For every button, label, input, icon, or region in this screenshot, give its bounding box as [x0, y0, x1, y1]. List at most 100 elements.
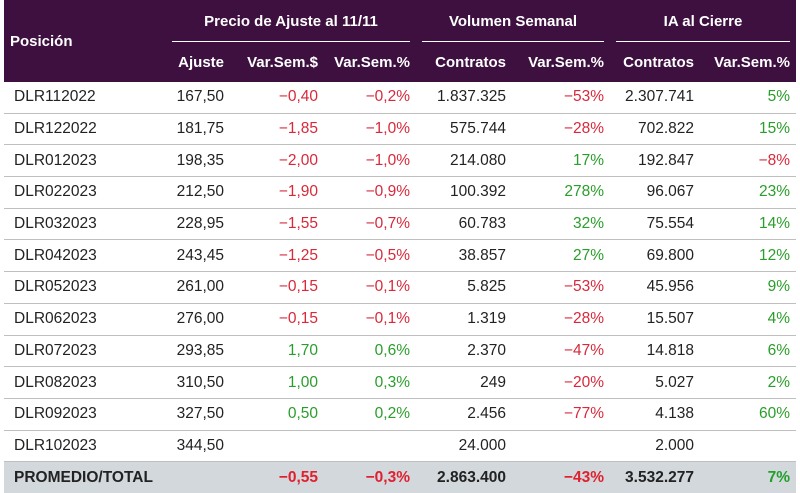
var-pct-cell: −1,0%	[324, 113, 416, 146]
table-row: DLR012023 198,35 −2,00 −1,0% 214.080 17% 192.8…	[4, 144, 796, 178]
oi-var-cell: 7%	[700, 461, 796, 493]
volume-contracts-cell: 60.783	[416, 208, 512, 241]
oi-contracts-cell: 2.000	[610, 430, 700, 463]
table-row: DLR032023 228,95 −1,55 −0,7% 60.783 32% 75.554…	[4, 208, 796, 241]
table-row: DLR042023 243,45 −1,25 −0,5% 38.857 27% 69.800…	[4, 239, 796, 273]
price-group-header: Precio de Ajuste al 11/11	[166, 0, 416, 42]
var-pct-cell: −0,7%	[324, 208, 416, 241]
volume-group-header: Volumen Semanal	[416, 0, 610, 42]
volume-var-cell: −53%	[512, 82, 610, 114]
oi-var-cell: 4%	[700, 303, 796, 336]
position-cell: DLR082023	[4, 366, 166, 399]
open-interest-group-label: IA al Cierre	[663, 12, 743, 30]
var-abs-cell	[230, 430, 324, 463]
position-cell: DLR032023	[4, 208, 166, 241]
ajuste-cell	[166, 461, 230, 493]
volume-var-cell: 27%	[512, 239, 610, 273]
position-cell: DLR112022	[4, 82, 166, 114]
ajuste-cell: 167,50	[166, 82, 230, 114]
table-row: DLR062023 276,00 −0,15 −0,1% 1.319 −28% 15.507…	[4, 303, 796, 336]
volume-var-cell: −28%	[512, 303, 610, 336]
oi-var-cell: −8%	[700, 144, 796, 178]
position-cell: DLR052023	[4, 271, 166, 304]
table-body: DLR112022 167,50 −0,40 −0,2% 1.837.325 −53% 2.…	[4, 82, 796, 493]
oi-contracts-cell: 192.847	[610, 144, 700, 178]
position-cell: PROMEDIO/TOTAL	[4, 461, 166, 493]
position-cell: DLR122022	[4, 113, 166, 146]
oi-var-column-header: Var.Sem.%	[700, 42, 796, 82]
volume-contracts-cell: 100.392	[416, 176, 512, 209]
var-pct-cell: −1,0%	[324, 144, 416, 178]
volume-var-cell	[512, 430, 610, 463]
ajuste-cell: 181,75	[166, 113, 230, 146]
var-pct-cell: −0,1%	[324, 303, 416, 336]
var-abs-column-header: Var.Sem.$	[230, 42, 324, 82]
oi-var-cell: 14%	[700, 208, 796, 241]
var-abs-cell: 0,50	[230, 398, 324, 431]
var-abs-cell: −1,85	[230, 113, 324, 146]
oi-contracts-cell: 702.822	[610, 113, 700, 146]
oi-contracts-column-header: Contratos	[610, 42, 700, 82]
volume-contracts-cell: 575.744	[416, 113, 512, 146]
table-row: DLR052023 261,00 −0,15 −0,1% 5.825 −53% 45.956…	[4, 271, 796, 304]
volume-var-cell: −77%	[512, 398, 610, 431]
var-abs-cell: −1,90	[230, 176, 324, 209]
var-pct-cell: −0,2%	[324, 82, 416, 114]
oi-contracts-cell: 14.818	[610, 335, 700, 368]
var-pct-cell: 0,3%	[324, 366, 416, 399]
var-abs-cell: 1,00	[230, 366, 324, 399]
ajuste-cell: 261,00	[166, 271, 230, 304]
position-cell: DLR042023	[4, 239, 166, 273]
position-cell: DLR102023	[4, 430, 166, 463]
volume-contracts-cell: 38.857	[416, 239, 512, 273]
var-pct-cell: −0,3%	[324, 461, 416, 493]
volume-var-cell: 17%	[512, 144, 610, 178]
var-abs-cell: 1,70	[230, 335, 324, 368]
var-abs-cell: −0,40	[230, 82, 324, 114]
var-abs-cell: −1,25	[230, 239, 324, 273]
var-abs-cell: −0,15	[230, 303, 324, 336]
volume-group-label: Volumen Semanal	[448, 12, 578, 30]
volume-contracts-column-header: Contratos	[416, 42, 512, 82]
position-header: Posición	[4, 0, 166, 82]
oi-var-cell: 60%	[700, 398, 796, 431]
ajuste-cell: 243,45	[166, 239, 230, 273]
table-row: DLR082023 310,50 1,00 0,3% 249 −20% 5.027 2%	[4, 366, 796, 399]
futures-summary-table: Posición Precio de Ajuste al 11/11 Volum…	[4, 0, 796, 493]
var-pct-cell	[324, 430, 416, 463]
table-row: DLR022023 212,50 −1,90 −0,9% 100.392 278% 96.0…	[4, 176, 796, 209]
oi-var-cell: 5%	[700, 82, 796, 114]
ajuste-cell: 344,50	[166, 430, 230, 463]
oi-contracts-cell: 96.067	[610, 176, 700, 209]
var-pct-cell: −0,9%	[324, 176, 416, 209]
position-cell: DLR072023	[4, 335, 166, 368]
ajuste-cell: 276,00	[166, 303, 230, 336]
table-header: Posición Precio de Ajuste al 11/11 Volum…	[4, 0, 796, 82]
oi-contracts-cell: 2.307.741	[610, 82, 700, 114]
table-row: DLR102023 344,50 24.000 2.000	[4, 430, 796, 463]
ajuste-cell: 327,50	[166, 398, 230, 431]
table-row: DLR092023 327,50 0,50 0,2% 2.456 −77% 4.138 60%	[4, 398, 796, 431]
ajuste-cell: 228,95	[166, 208, 230, 241]
volume-var-cell: −20%	[512, 366, 610, 399]
var-pct-cell: −0,1%	[324, 271, 416, 304]
var-pct-column-header: Var.Sem.%	[324, 42, 416, 82]
ajuste-cell: 198,35	[166, 144, 230, 178]
price-group-label: Precio de Ajuste al 11/11	[204, 12, 378, 30]
volume-contracts-cell: 2.370	[416, 335, 512, 368]
oi-var-cell: 6%	[700, 335, 796, 368]
volume-contracts-cell: 214.080	[416, 144, 512, 178]
var-abs-cell: −0,15	[230, 271, 324, 304]
ajuste-cell: 212,50	[166, 176, 230, 209]
oi-contracts-cell: 45.956	[610, 271, 700, 304]
volume-contracts-cell: 249	[416, 366, 512, 399]
oi-contracts-cell: 75.554	[610, 208, 700, 241]
var-abs-cell: −0,55	[230, 461, 324, 493]
volume-contracts-cell: 24.000	[416, 430, 512, 463]
oi-contracts-cell: 3.532.277	[610, 461, 700, 493]
volume-contracts-cell: 1.837.325	[416, 82, 512, 114]
oi-var-cell: 9%	[700, 271, 796, 304]
total-row: PROMEDIO/TOTAL −0,55 −0,3% 2.863.400 −43% 3.5…	[4, 461, 796, 493]
var-abs-cell: −1,55	[230, 208, 324, 241]
oi-var-cell	[700, 430, 796, 463]
